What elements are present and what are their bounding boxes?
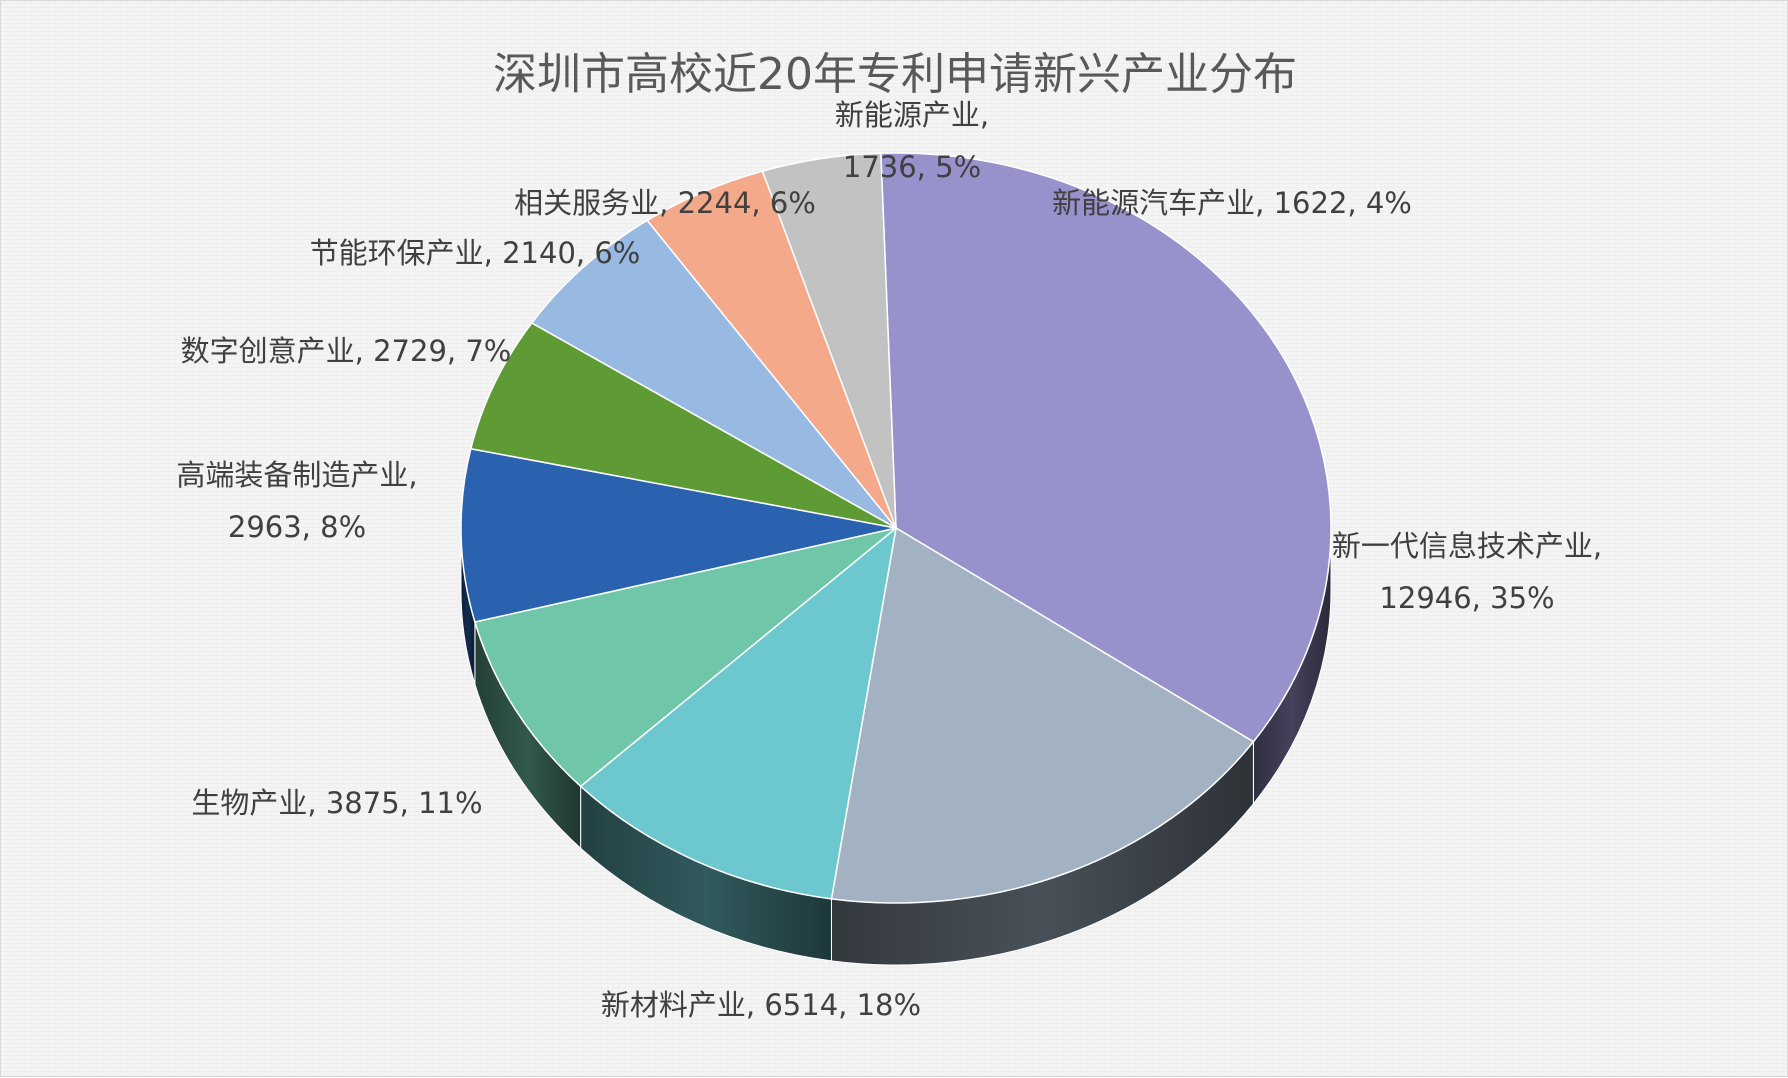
data-label-xinnengyuan: 新能源产业, 1736, 5% [835, 98, 989, 184]
slice-jieneng [469, 321, 897, 529]
data-label-qiche: 新能源汽车产业, 1622, 4% [1052, 186, 1412, 220]
data-label-xinyidai: 新一代信息技术产业, 12946, 35% [1332, 529, 1602, 615]
chart-title: 深圳市高校近20年专利申请新兴产业分布 [493, 49, 1297, 100]
slice-xinyidai [880, 152, 1332, 743]
data-label-xincailiao: 新材料产业, 6514, 18% [601, 988, 921, 1022]
data-labels: 新一代信息技术产业, 12946, 35% 新材料产业, 6514, 18% 生物产业… [176, 98, 1602, 1022]
data-label-shuzi: 数字创意产业, 2729, 7% [181, 334, 512, 368]
data-label-jieneng: 节能环保产业, 2140, 6% [310, 236, 641, 270]
slice-fuwu [530, 219, 897, 529]
slice-qiche [761, 152, 897, 529]
slice-xincailiao [830, 526, 1255, 904]
pie-slices [460, 152, 1332, 904]
data-label-fuwu: 相关服务业, 2244, 6% [514, 186, 816, 220]
data-label-shengwu: 生物产业, 3875, 11% [191, 786, 482, 820]
slice-shuzi [460, 447, 897, 623]
data-label-gaoduan: 高端装备制造产业, 2963, 8% [176, 458, 417, 544]
slice-gaoduan [473, 527, 897, 788]
slice-shengwu [579, 526, 898, 900]
